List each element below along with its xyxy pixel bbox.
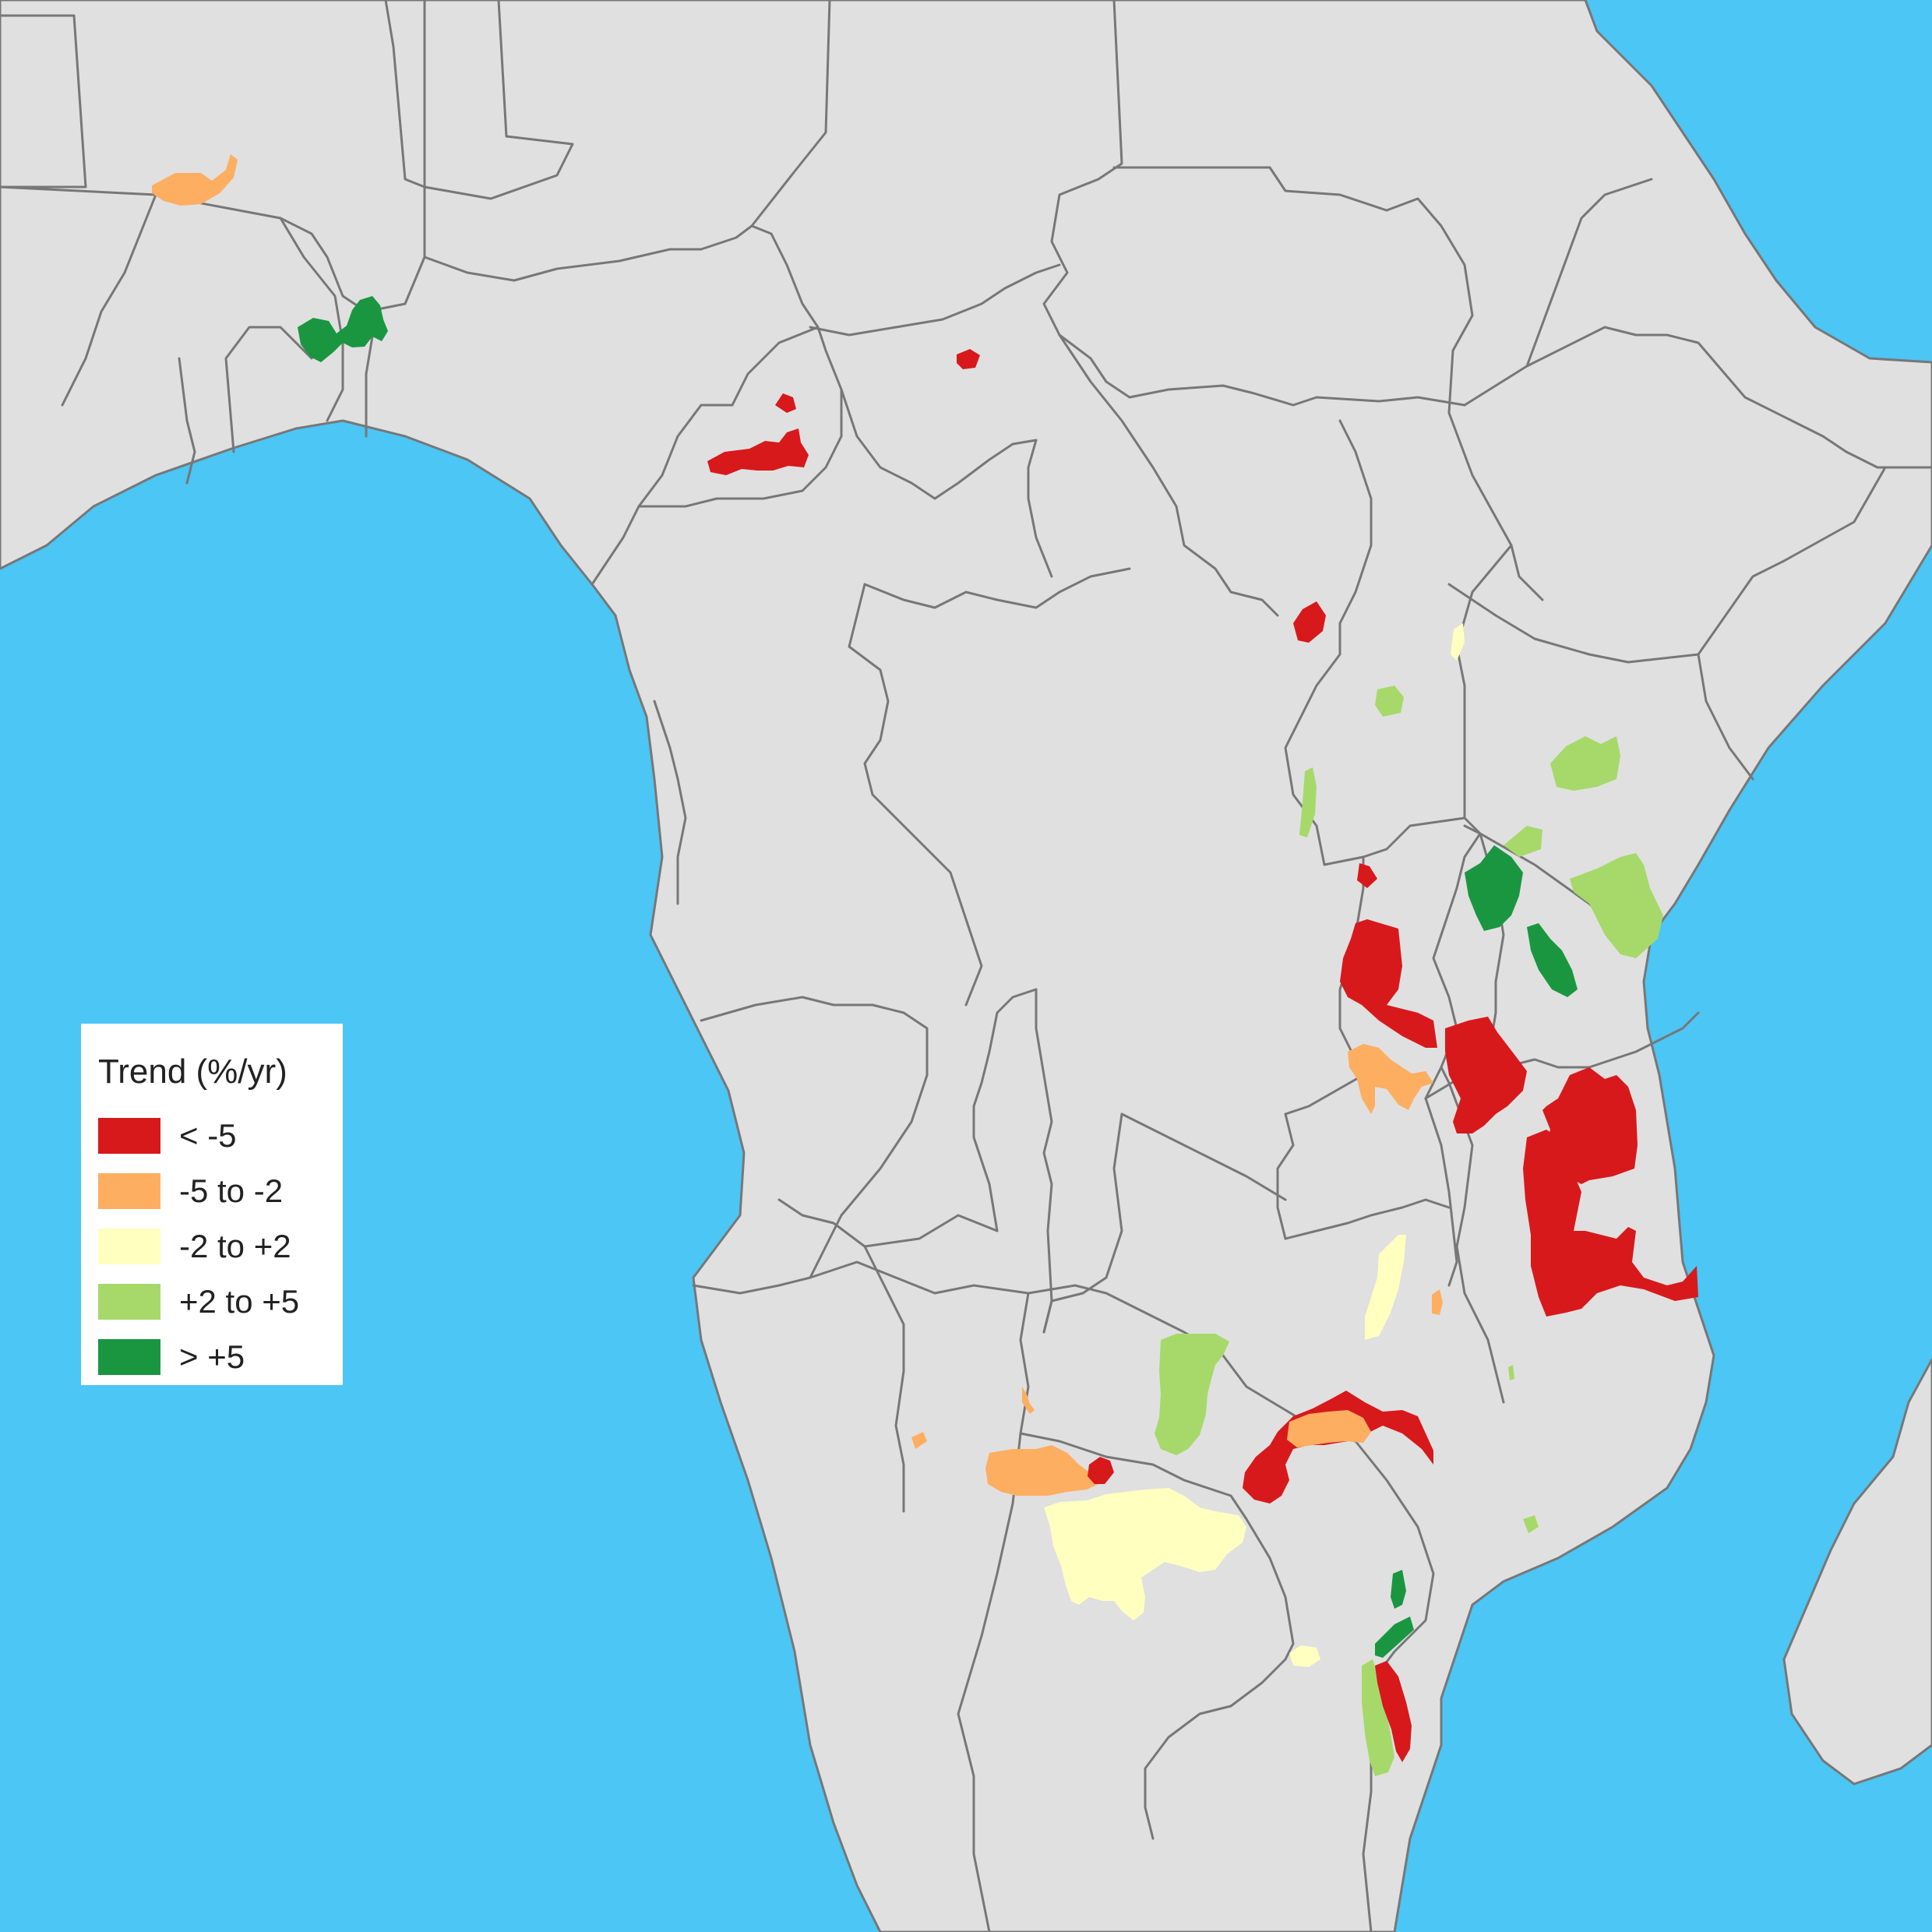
legend-item: -5 to -2 [98,1163,326,1218]
region-trend-darkgreen [1391,1570,1406,1609]
region-trend-orange [911,1432,927,1449]
legend-swatch [98,1338,160,1375]
legend-label: > +5 [179,1338,245,1375]
region-trend-lightgreen [1570,853,1663,958]
legend-label: -5 to -2 [179,1172,284,1209]
region-trend-lightgreen [1550,736,1620,791]
region-trend-orange [985,1445,1098,1496]
region-trend-lightgreen [1299,767,1317,837]
legend-label: < -5 [179,1116,237,1154]
legend-label: +2 to +5 [179,1282,300,1320]
region-trend-orange [1348,1044,1433,1114]
region-trend-red [707,428,809,475]
legend-item: -2 to +2 [98,1218,326,1274]
region-trend-red [1523,1130,1698,1317]
legend-swatch [98,1228,160,1264]
region-trend-orange [1287,1410,1371,1447]
legend-label: -2 to +2 [179,1227,291,1264]
region-trend-orange [152,154,238,206]
region-trend-lightyellow [1044,1488,1246,1620]
legend-swatch [98,1117,160,1154]
region-trend-lightgreen [1504,826,1542,857]
region-trend-red [1088,1457,1114,1484]
region-trend-red [1445,1017,1527,1133]
region-trend-lightyellow [1365,1235,1406,1340]
legend-swatch [98,1172,160,1209]
legend-title: Trend (%/yr) [98,1052,287,1091]
region-trend-lightgreen [1523,1515,1539,1533]
legend-swatch [98,1283,160,1320]
region-trend-red [1243,1391,1433,1504]
region-trend-lightyellow [1451,623,1465,661]
region-trend-red [775,393,796,413]
region-trend-darkgreen [298,296,388,362]
region-trend-lightgreen [1155,1334,1229,1455]
region-trend-red [1542,1067,1638,1184]
region-trend-lightgreen [1362,1659,1394,1776]
region-trend-red [1293,601,1326,643]
region-trend-darkgreen [1375,1616,1414,1658]
region-trend-lightgreen [1375,686,1404,717]
region-trend-orange [1432,1289,1443,1315]
legend-item: < -5 [98,1108,326,1163]
region-trend-red [1357,863,1377,888]
madagascar [1782,1358,1932,1786]
region-trend-lightyellow [1289,1645,1320,1667]
legend: Trend (%/yr) < -5 -5 to -2 -2 to +2 +2 t… [81,1024,343,1385]
region-trend-lightgreen [1508,1365,1514,1380]
region-trend-darkgreen [1465,845,1523,931]
region-trend-orange [1022,1387,1035,1414]
region-trend-darkgreen [1527,923,1578,997]
legend-item: > +5 [98,1329,326,1384]
trend-regions [152,154,1698,1776]
region-trend-red [1340,919,1437,1048]
legend-item: +2 to +5 [98,1274,326,1329]
region-trend-red [957,349,980,369]
region-trend-red [1375,1661,1412,1762]
